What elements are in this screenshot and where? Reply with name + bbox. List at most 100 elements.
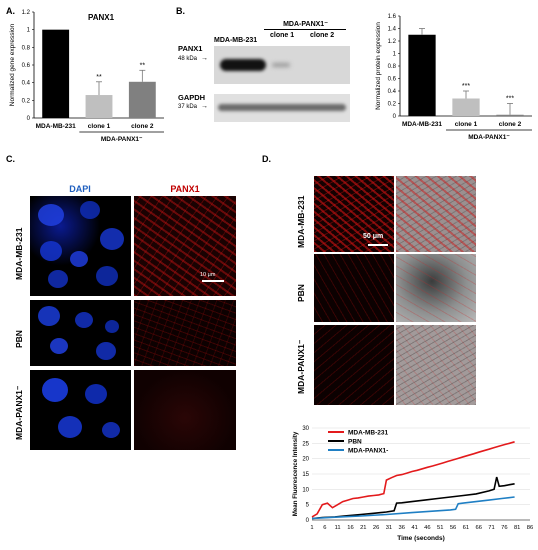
image-d-red-pbn [314, 254, 394, 322]
significance-label: ** [140, 62, 146, 69]
image-d-bright-mda-panx1 [396, 325, 476, 405]
blot-lane-2: clone 1 [270, 32, 295, 39]
bar [408, 34, 436, 116]
chart-a: 0 0.2 0.4 0.6 0.8 1 1.2 MDA-MB-231 ** clone 1 ** cl… [9, 10, 164, 143]
y-tick-label: 0.2 [22, 98, 31, 104]
bar [128, 81, 156, 118]
chart-title: PANX1 [88, 13, 115, 22]
blot-lane-1: MDA-MB-231 [214, 37, 258, 44]
bar [496, 114, 524, 116]
group-label: MDA-PANX1⁻ [101, 136, 143, 143]
y-axis-label: Mean Fluorescence Intensity [292, 431, 299, 516]
x-tick-label: 11 [335, 525, 341, 531]
significance-label: *** [462, 83, 470, 90]
x-tick-label: 51 [437, 525, 443, 531]
blot-kda-48: 48 kDa [178, 56, 198, 62]
y-tick-label: 0.8 [22, 45, 31, 51]
panel-c-row-mda-panx1: MDA-PANX1⁻ [14, 385, 24, 440]
arrow-icon: → [201, 103, 208, 110]
scale-label-c: 10 μm [200, 272, 216, 278]
panel-d-row-mda-mb-231: MDA-MB-231 [296, 195, 306, 248]
category-label: clone 1 [455, 121, 478, 128]
x-tick-label: 46 [424, 525, 430, 531]
panel-c-col-panx1: PANX1 [170, 184, 200, 194]
y-tick-label: 0.4 [22, 81, 31, 87]
x-tick-label: 56 [450, 525, 456, 531]
scale-bar [368, 244, 388, 246]
blot-row-gapdh: GAPDH [178, 93, 206, 102]
panel-label-c: C. [6, 154, 15, 164]
panel-label-a: A. [6, 6, 15, 16]
y-tick-label: 0.6 [388, 77, 397, 83]
panel-label-d: D. [262, 154, 271, 164]
image-panx1-mda-panx1 [134, 370, 236, 450]
y-tick-label: 25 [302, 441, 309, 447]
y-tick-label: 15 [302, 472, 309, 478]
bar [85, 95, 113, 118]
blot-band-panx1 [214, 46, 350, 84]
legend-label: MDA-PANX1- [348, 448, 388, 455]
y-tick-label: 1.2 [388, 39, 397, 45]
significance-label: ** [96, 74, 102, 81]
y-tick-label: 0.6 [22, 63, 31, 69]
scale-bar [202, 280, 224, 282]
category-label: clone 1 [88, 123, 111, 130]
chart-b: 0 0.2 0.4 0.6 0.8 1 1.2 1.4 1.6 MDA-MB-231 *** clon… [375, 14, 532, 141]
panel-c-col-dapi: DAPI [69, 184, 91, 194]
category-label: MDA-MB-231 [402, 121, 442, 128]
x-tick-label: 71 [488, 525, 494, 531]
x-axis-label: Time (seconds) [397, 535, 445, 542]
bar [42, 29, 70, 119]
legend-label: MDA-MB-231 [348, 430, 388, 437]
panel-label-b: B. [176, 6, 185, 16]
y-tick-label: 30 [302, 426, 309, 432]
x-tick-label: 31 [386, 525, 392, 531]
y-tick-label: 1 [393, 52, 397, 58]
x-tick-label: 36 [399, 525, 405, 531]
y-tick-label: 1.6 [388, 14, 397, 20]
x-tick-label: 26 [373, 525, 379, 531]
y-tick-label: 0.4 [388, 89, 397, 95]
x-tick-label: 21 [360, 525, 366, 531]
series-line [311, 441, 515, 518]
category-label: clone 2 [499, 121, 522, 128]
panel-d-row-mda-panx1: MDA-PANX1⁻ [296, 339, 306, 394]
x-tick-label: 61 [463, 525, 469, 531]
blot-kda-37: 37 kDa [178, 104, 198, 110]
blot-row-panx1: PANX1 [178, 44, 203, 53]
x-tick-label: 41 [411, 525, 417, 531]
y-tick-label: 1.4 [388, 27, 397, 33]
significance-label: *** [506, 96, 514, 103]
group-label: MDA-PANX1⁻ [468, 134, 510, 141]
x-tick-label: 76 [501, 525, 507, 531]
y-tick-label: 0.8 [388, 64, 397, 70]
legend-label: PBN [348, 439, 362, 446]
y-tick-label: 0 [27, 116, 31, 122]
y-tick-label: 10 [302, 487, 309, 493]
category-label: MDA-MB-231 [36, 123, 76, 130]
x-tick-label: 6 [323, 525, 326, 531]
bar [452, 98, 480, 116]
x-tick-label: 1 [310, 525, 313, 531]
x-tick-label: 86 [527, 525, 533, 531]
blot-group-line [264, 29, 346, 30]
image-d-red-mda-mb-231: 50 μm [314, 176, 394, 252]
image-d-bright-mda-mb-231 [396, 176, 476, 252]
category-label: clone 2 [131, 123, 154, 130]
y-tick-label: 0 [393, 114, 397, 120]
y-tick-label: 0.2 [388, 102, 397, 108]
x-tick-label: 66 [475, 525, 481, 531]
arrow-icon: → [201, 55, 208, 62]
image-dapi-mda-panx1 [30, 370, 131, 450]
x-tick-label: 16 [347, 525, 353, 531]
y-axis-label: Normalized protein expression [375, 22, 382, 110]
y-tick-label: 0 [306, 518, 310, 524]
panel-d-row-pbn: PBN [296, 284, 306, 302]
western-blot: MDA-PANX1⁻ MDA-MB-231 clone 1 clone 2 PA… [176, 14, 366, 134]
y-tick-label: 20 [302, 457, 309, 463]
image-d-red-mda-panx1 [314, 325, 394, 405]
series-line [311, 496, 515, 520]
image-panx1-pbn [134, 300, 236, 366]
y-tick-label: 5 [306, 503, 310, 509]
